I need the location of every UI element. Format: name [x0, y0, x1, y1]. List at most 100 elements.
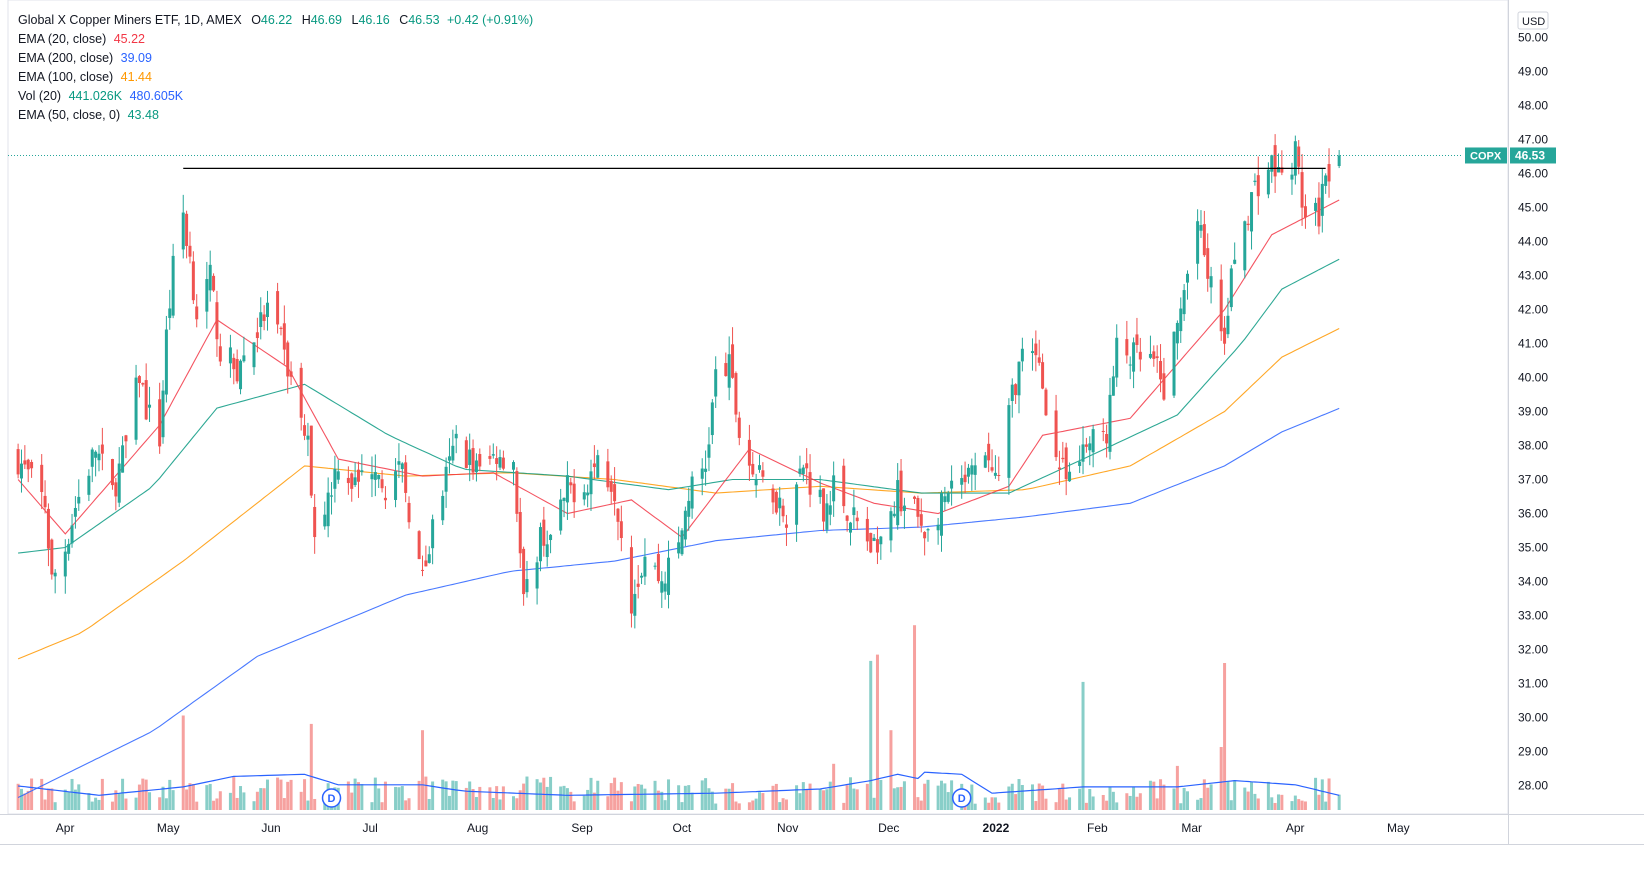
- volume-bar: [586, 789, 590, 810]
- volume-ma-line: [18, 771, 1340, 796]
- volume-bar: [559, 786, 563, 810]
- candle-body: [535, 562, 539, 589]
- candle-body: [896, 480, 900, 526]
- price-tick-label: 40.00: [1518, 371, 1548, 385]
- candle-body: [171, 255, 175, 316]
- volume-bar: [464, 787, 468, 810]
- time-label-month: Nov: [777, 821, 798, 835]
- volume-bar: [619, 782, 623, 810]
- volume-bar: [687, 785, 691, 810]
- volume-bar: [633, 786, 637, 810]
- volume-bar: [865, 783, 869, 810]
- candle-body: [1162, 373, 1166, 400]
- legend-ema200-value: 39.09: [120, 51, 152, 65]
- volume-bar: [1223, 663, 1227, 810]
- volume-bar: [1105, 800, 1109, 810]
- volume-bar: [913, 625, 917, 810]
- volume-bar: [380, 802, 384, 810]
- candle-body: [545, 544, 549, 558]
- candle-body: [1081, 444, 1085, 462]
- volume-bar: [70, 778, 74, 810]
- candle-body: [872, 537, 876, 541]
- volume-bar: [801, 782, 805, 810]
- candle-body: [232, 357, 236, 370]
- time-label-month: Apr: [1286, 821, 1305, 835]
- legend-row-ema100[interactable]: EMA (100, close) 41.44: [18, 68, 533, 87]
- legend-row-ema200[interactable]: EMA (200, close) 39.09: [18, 49, 533, 68]
- candle-body: [660, 581, 664, 593]
- candle-body: [1132, 342, 1136, 372]
- candle-body: [121, 445, 125, 473]
- legend-row-ema20[interactable]: EMA (20, close) 45.22: [18, 30, 533, 49]
- volume-bar: [279, 779, 283, 810]
- volume-bar: [1084, 802, 1088, 810]
- volume-bar: [845, 785, 849, 810]
- volume-bar: [946, 792, 950, 810]
- price-tick-label: 41.00: [1518, 337, 1548, 351]
- volume-bar: [427, 798, 431, 810]
- candle-body: [259, 312, 263, 328]
- candle-body: [1078, 461, 1082, 466]
- candle-body: [1115, 337, 1119, 378]
- volume-bar: [474, 797, 478, 810]
- volume-bar: [916, 797, 920, 810]
- candle-body: [805, 463, 809, 469]
- volume-bar: [1159, 779, 1163, 810]
- legend-ema200-label: EMA (200, close): [18, 51, 114, 65]
- price-tick-label: 39.00: [1518, 405, 1548, 419]
- volume-bar: [737, 803, 741, 810]
- candle-body: [394, 471, 398, 500]
- volume-bar: [1111, 791, 1115, 810]
- candle-body: [1017, 361, 1021, 396]
- candle-body: [323, 514, 327, 527]
- candle-body: [613, 484, 617, 502]
- volume-bar: [1020, 784, 1024, 810]
- candle-body: [586, 492, 590, 496]
- candles: [16, 134, 1341, 629]
- candle-body: [1068, 471, 1072, 482]
- volume-bar: [805, 789, 809, 810]
- legend-row-volume[interactable]: Vol (20) 441.026K 480.605K: [18, 87, 533, 106]
- volume-bar: [747, 802, 751, 810]
- price-tick-label: 34.00: [1518, 575, 1548, 589]
- candle-body: [421, 569, 425, 571]
- candle-body: [997, 475, 1001, 477]
- volume-bar: [488, 787, 492, 810]
- candle-body: [569, 482, 573, 486]
- candle-body: [1037, 357, 1041, 363]
- candle-body: [592, 463, 596, 468]
- legend-main-row[interactable]: Global X Copper Miners ETF, 1D, AMEX O46…: [18, 11, 533, 30]
- volume-bar: [141, 778, 145, 810]
- volume-bar: [191, 783, 195, 810]
- volume-bar: [1219, 747, 1223, 810]
- volume-bar: [515, 798, 519, 810]
- candle-body: [43, 495, 47, 508]
- legend-row-ema50[interactable]: EMA (50, close, 0) 43.48: [18, 106, 533, 125]
- candle-body: [549, 534, 553, 541]
- volume-bar: [1297, 799, 1301, 810]
- volume-bar: [1273, 802, 1277, 810]
- time-label-month: Dec: [878, 821, 899, 835]
- candle-body: [87, 475, 91, 495]
- candle-body: [424, 560, 428, 567]
- currency-badge-box: [1517, 11, 1549, 30]
- legend: Global X Copper Miners ETF, 1D, AMEX O46…: [18, 11, 533, 125]
- candle-body: [309, 425, 313, 496]
- candle-body: [94, 451, 98, 458]
- candle-body: [380, 479, 384, 489]
- volume-bar: [309, 723, 313, 810]
- candle-body: [855, 517, 859, 522]
- price-tick-label: 35.00: [1518, 541, 1548, 555]
- volume-bar: [117, 793, 121, 810]
- candle-body: [1324, 175, 1328, 186]
- volume-bar: [983, 797, 987, 810]
- candle-body: [761, 470, 765, 477]
- candle-body: [185, 213, 189, 246]
- price-tick-label: 46.00: [1518, 167, 1548, 181]
- volume-bar: [707, 788, 711, 810]
- volume-bar: [1132, 786, 1136, 810]
- legend-low-key: L: [351, 13, 359, 27]
- candle-body: [1209, 276, 1213, 288]
- volume-bar: [1108, 787, 1112, 810]
